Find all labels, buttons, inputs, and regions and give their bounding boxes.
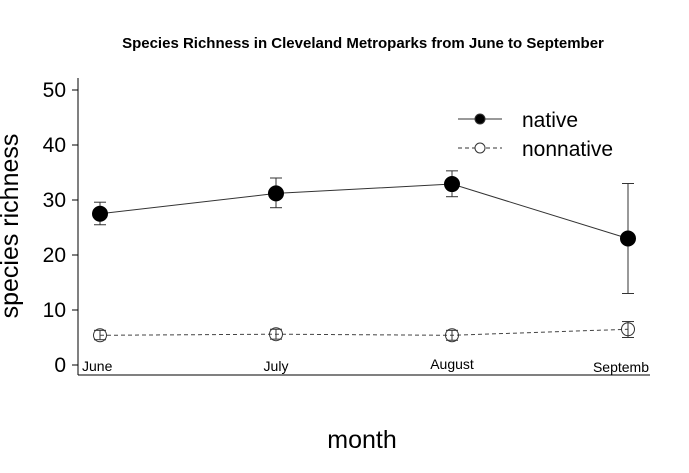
data-point [268,185,284,202]
data-point [92,205,108,222]
y-tick-label: 50 [43,79,66,102]
y-tick-label: 10 [43,299,66,322]
y-axis-label: species richness [0,134,24,319]
x-axis-ticks: June July August Septemb [82,356,649,375]
y-axis-ticks: 0 10 20 30 40 50 [43,79,78,377]
data-point [93,328,107,343]
data-point [620,230,636,247]
y-tick-label: 30 [43,189,66,212]
legend-item-native: native [458,109,578,132]
x-tick-label: Septemb [593,359,649,375]
data-point [445,328,459,343]
legend-label: native [522,109,578,132]
series-nonnative [93,321,635,343]
legend: native nonnative [458,109,613,161]
x-tick-label: June [82,358,113,374]
series-layer [92,170,636,343]
series-line [99,183,629,239]
legend-marker [474,142,486,154]
legend-item-nonnative: nonnative [458,138,613,161]
y-tick-label: 40 [43,134,66,157]
x-tick-label: August [430,356,474,372]
data-point [269,327,283,342]
y-tick-label: 20 [43,244,66,267]
data-point [621,322,635,337]
legend-label: nonnative [522,138,613,161]
legend-marker [474,113,486,125]
data-point [444,176,460,193]
x-tick-label: July [264,358,289,374]
chart-title: Species Richness in Cleveland Metroparks… [122,35,604,52]
series-native [92,170,636,294]
y-tick-label: 0 [54,354,66,377]
x-axis-label: month [327,426,396,454]
series-line [99,328,629,336]
